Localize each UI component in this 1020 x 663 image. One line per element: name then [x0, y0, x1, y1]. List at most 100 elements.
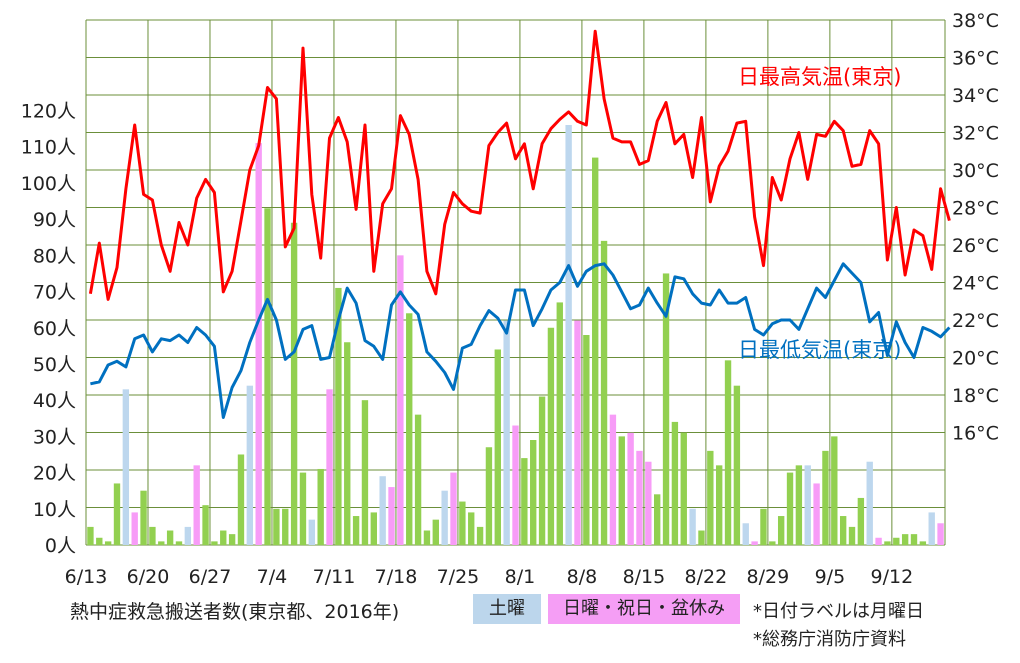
bar [414, 414, 422, 545]
right-tick-label: 32°C [952, 123, 999, 145]
left-tick-label: 70人 [33, 282, 76, 304]
right-tick-label: 28°C [952, 198, 999, 220]
right-tick-label: 18°C [952, 385, 999, 407]
bar [344, 342, 351, 545]
left-tick-label: 0人 [45, 535, 76, 557]
bar [361, 400, 369, 545]
left-tick-label: 60人 [33, 318, 76, 340]
bar [662, 273, 670, 545]
bar [777, 516, 785, 545]
bar [476, 526, 484, 545]
bar [724, 360, 732, 545]
axis-tick-labels: 0人 10人 20人 30人 40人 50人 60人 70人 80人 90人 100人 110人 120… [21, 10, 999, 588]
bar [432, 519, 439, 545]
bar [901, 534, 909, 545]
note-source: *総務庁消防庁資料 [753, 629, 906, 650]
bar [556, 302, 563, 545]
bar [246, 385, 254, 545]
bar [627, 432, 634, 545]
bar [813, 483, 820, 545]
bar [636, 450, 643, 545]
min-temp-line [90, 262, 951, 419]
bar [273, 508, 280, 545]
bar [317, 468, 324, 545]
bar [910, 534, 918, 545]
max-temp-line [88, 29, 951, 301]
x-tick-label: 6/13 [65, 566, 108, 588]
bar [839, 516, 847, 545]
bar [459, 501, 466, 545]
left-tick-label: 100人 [21, 173, 76, 195]
bar [211, 541, 218, 545]
bar [184, 526, 192, 545]
bar [848, 526, 856, 545]
bar [893, 537, 900, 545]
left-tick-label: 110人 [21, 137, 76, 159]
bar [831, 436, 838, 545]
bar [237, 454, 245, 545]
bar [760, 508, 767, 545]
x-tick-label: 8/8 [567, 566, 598, 588]
bar [149, 526, 156, 545]
bar [335, 287, 342, 545]
bar [87, 526, 94, 545]
bar [884, 541, 891, 545]
right-tick-label: 16°C [952, 423, 999, 445]
legend-holiday: 日曜・祝日・盆休み [548, 594, 740, 624]
bar [352, 516, 360, 545]
bar [326, 389, 333, 545]
bar [857, 497, 865, 545]
bar [715, 465, 723, 545]
bar [503, 320, 510, 545]
bar-series [87, 125, 944, 546]
bar [193, 465, 200, 545]
bar [122, 389, 130, 545]
right-tick-label: 38°C [952, 10, 999, 32]
bar [609, 414, 617, 545]
x-tick-label: 6/27 [189, 566, 232, 588]
left-tick-label: 30人 [33, 426, 76, 448]
bar [592, 157, 599, 545]
bar [406, 313, 413, 545]
bar [450, 472, 457, 545]
bar [530, 440, 537, 545]
legend-saturday: 土曜 [473, 594, 541, 624]
bar [158, 541, 165, 545]
left-tick-label: 120人 [21, 101, 76, 123]
x-tick-label: 8/22 [685, 566, 728, 588]
right-tick-label: 22°C [952, 310, 999, 332]
bar [370, 512, 377, 545]
right-tick-label: 34°C [952, 85, 999, 107]
temperature-lines [88, 29, 951, 419]
bar [290, 222, 298, 546]
x-tick-label: 8/1 [505, 566, 536, 588]
right-tick-label: 30°C [952, 160, 999, 182]
bar [104, 541, 112, 545]
left-tick-label: 20人 [33, 463, 76, 485]
note-date-label: *日付ラベルは月曜日 [753, 601, 924, 622]
min-temp-series-label: 日最低気温(東京) [738, 338, 901, 362]
bar [166, 530, 174, 545]
bar [742, 523, 749, 545]
bar [733, 385, 741, 545]
bar [866, 461, 873, 545]
bar [538, 396, 546, 545]
bar [131, 512, 138, 545]
grid-lines [85, 19, 946, 546]
bar [875, 537, 882, 545]
right-tick-label: 20°C [952, 348, 999, 370]
bar [397, 255, 404, 545]
bar [140, 490, 147, 545]
bar [804, 465, 811, 545]
bar [299, 472, 307, 545]
bar [547, 327, 555, 545]
x-tick-label: 6/20 [127, 566, 170, 588]
bar [769, 541, 776, 545]
x-tick-label: 7/4 [257, 566, 288, 588]
bar [671, 421, 679, 545]
bar [583, 335, 590, 545]
bar [618, 436, 625, 545]
bar [707, 450, 714, 545]
bar [96, 537, 103, 545]
